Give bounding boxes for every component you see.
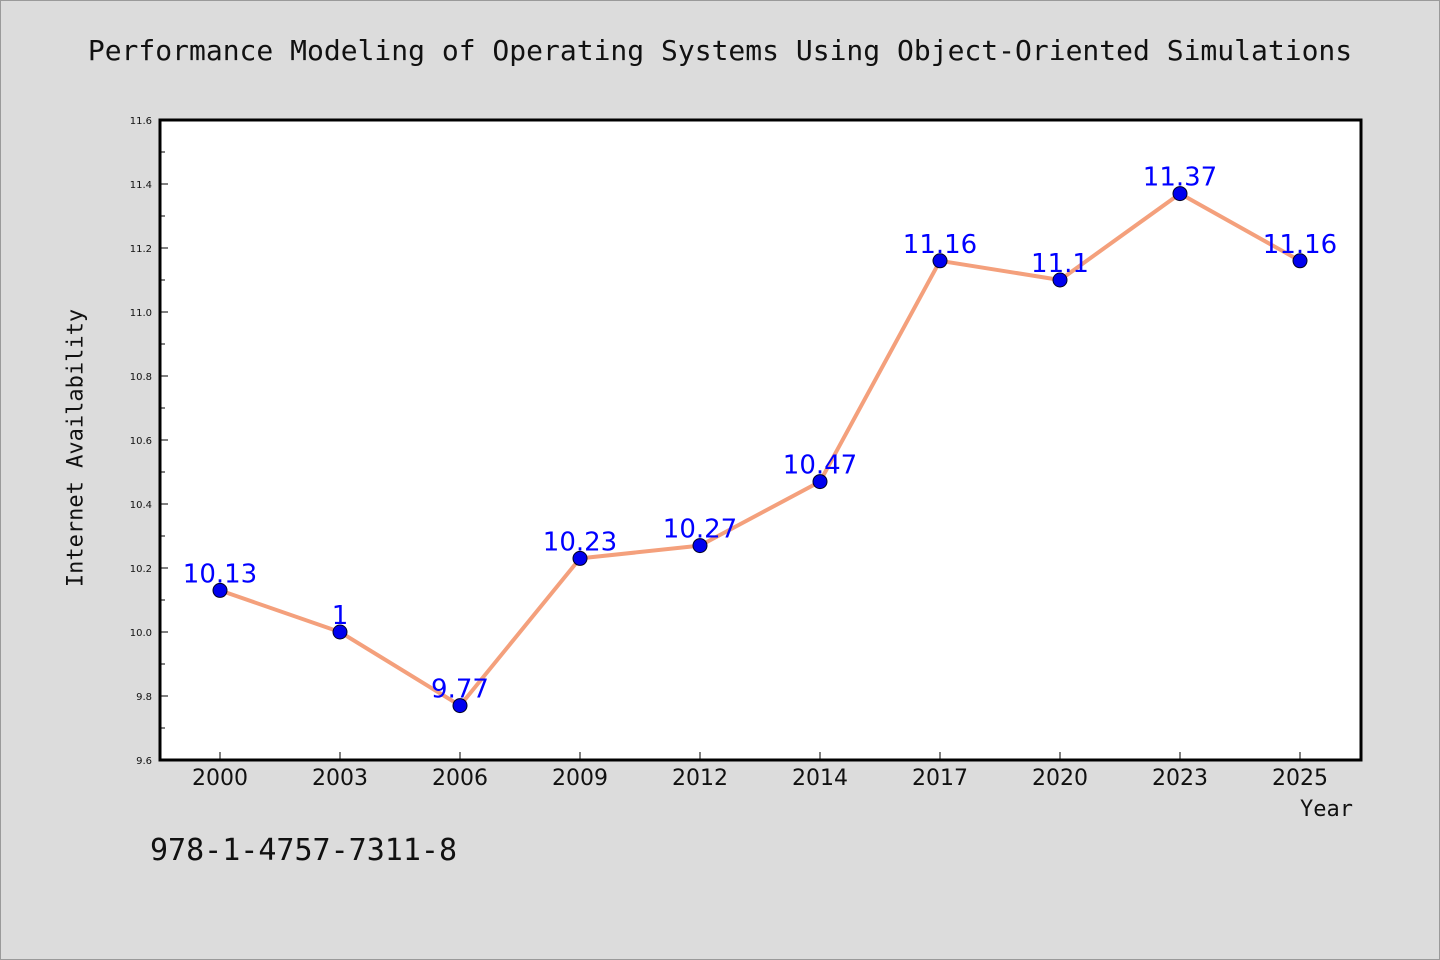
data-label: 10.27	[663, 515, 737, 545]
data-point	[1172, 186, 1188, 202]
x-tick-label: 2006	[432, 766, 488, 791]
data-label: 1	[332, 601, 349, 631]
data-label: 10.47	[783, 451, 857, 481]
data-point	[332, 624, 348, 640]
y-tick-label: 11.0	[130, 308, 152, 319]
series-line	[218, 191, 1302, 708]
x-tick-label: 2003	[312, 766, 368, 791]
x-tick-label: 2017	[912, 766, 968, 791]
data-label: 11.16	[903, 230, 977, 260]
y-tick-label: 9.6	[136, 756, 152, 767]
y-tick-label: 10.4	[130, 500, 152, 511]
x-tick-label: 2020	[1032, 766, 1088, 791]
y-tick-label: 10.2	[130, 564, 152, 575]
x-tick-label: 2009	[552, 766, 608, 791]
data-label: 11.37	[1143, 163, 1217, 193]
y-tick-label: 10.0	[130, 628, 152, 639]
data-point	[212, 582, 228, 598]
data-label: 11.16	[1263, 230, 1337, 260]
y-tick-label: 11.4	[130, 180, 152, 191]
data-label: 9.77	[431, 675, 489, 705]
x-tick-label: 2012	[672, 766, 728, 791]
x-tick-label: 2025	[1272, 766, 1328, 791]
data-point	[1052, 272, 1068, 288]
y-tick-label: 10.8	[130, 372, 152, 383]
y-tick-label: 11.6	[130, 116, 152, 127]
x-axis-label: Year	[1300, 797, 1353, 822]
y-tick-label: 11.2	[130, 244, 152, 255]
data-point	[452, 698, 468, 714]
chart-title: Performance Modeling of Operating System…	[87, 34, 1353, 67]
data-label: 11.1	[1031, 249, 1089, 279]
data-point	[692, 538, 708, 554]
y-tick-label: 10.6	[130, 436, 152, 447]
data-point	[812, 474, 828, 490]
data-point	[932, 253, 948, 269]
x-tick-label: 2014	[792, 766, 848, 791]
data-label: 10.13	[183, 559, 257, 589]
isbn-text: 978-1-4757-7311-8	[150, 833, 458, 868]
x-tick-label: 2000	[192, 766, 248, 791]
y-tick-label: 9.8	[136, 692, 152, 703]
x-tick-label: 2023	[1152, 766, 1208, 791]
data-point	[572, 550, 588, 566]
plot-area	[158, 118, 1363, 762]
data-label: 10.23	[543, 527, 617, 557]
data-point	[1292, 253, 1308, 269]
